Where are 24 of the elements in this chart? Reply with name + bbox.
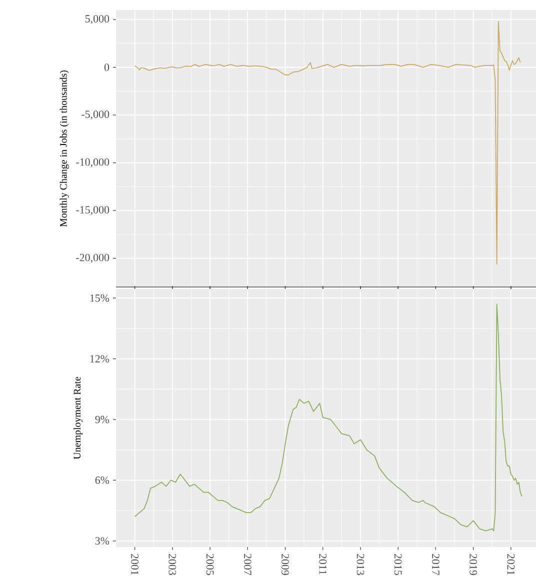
x-tick-label: 2013 xyxy=(356,554,364,576)
x-tick-label: 2011 xyxy=(319,554,327,574)
y-tick-label: -20,000 xyxy=(76,254,110,263)
y-tick-label: 12% xyxy=(90,355,110,363)
x-tick-label: 2003 xyxy=(168,554,176,576)
y-tick-label: 5,000 xyxy=(85,15,110,24)
y-tick-label: -10,000 xyxy=(76,158,110,168)
y-tick-label: 3% xyxy=(95,537,110,545)
x-tick-label: 2001 xyxy=(131,554,138,575)
y-tick-label: 9% xyxy=(95,416,110,424)
x-tick-label: 2005 xyxy=(206,554,214,576)
y-axis-title: Unemployment Rate xyxy=(73,376,83,460)
y-tick-label: -15,000 xyxy=(76,206,110,216)
x-tick-label: 2017 xyxy=(432,554,440,576)
y-tick-label: 6% xyxy=(95,476,110,484)
x-tick-label: 2015 xyxy=(394,554,402,576)
y-tick-label: 15% xyxy=(90,294,110,302)
x-tick-label: 2021 xyxy=(507,554,515,575)
x-tick-label: 2007 xyxy=(244,554,252,576)
x-tick-label: 2019 xyxy=(470,554,478,575)
y-axis-title: Monthly Change in Jobs (in thousands) xyxy=(60,70,69,227)
x-tick-label: 2009 xyxy=(282,554,289,575)
y-tick-label: 0 xyxy=(104,64,110,72)
y-tick-label: -5,000 xyxy=(82,110,110,120)
